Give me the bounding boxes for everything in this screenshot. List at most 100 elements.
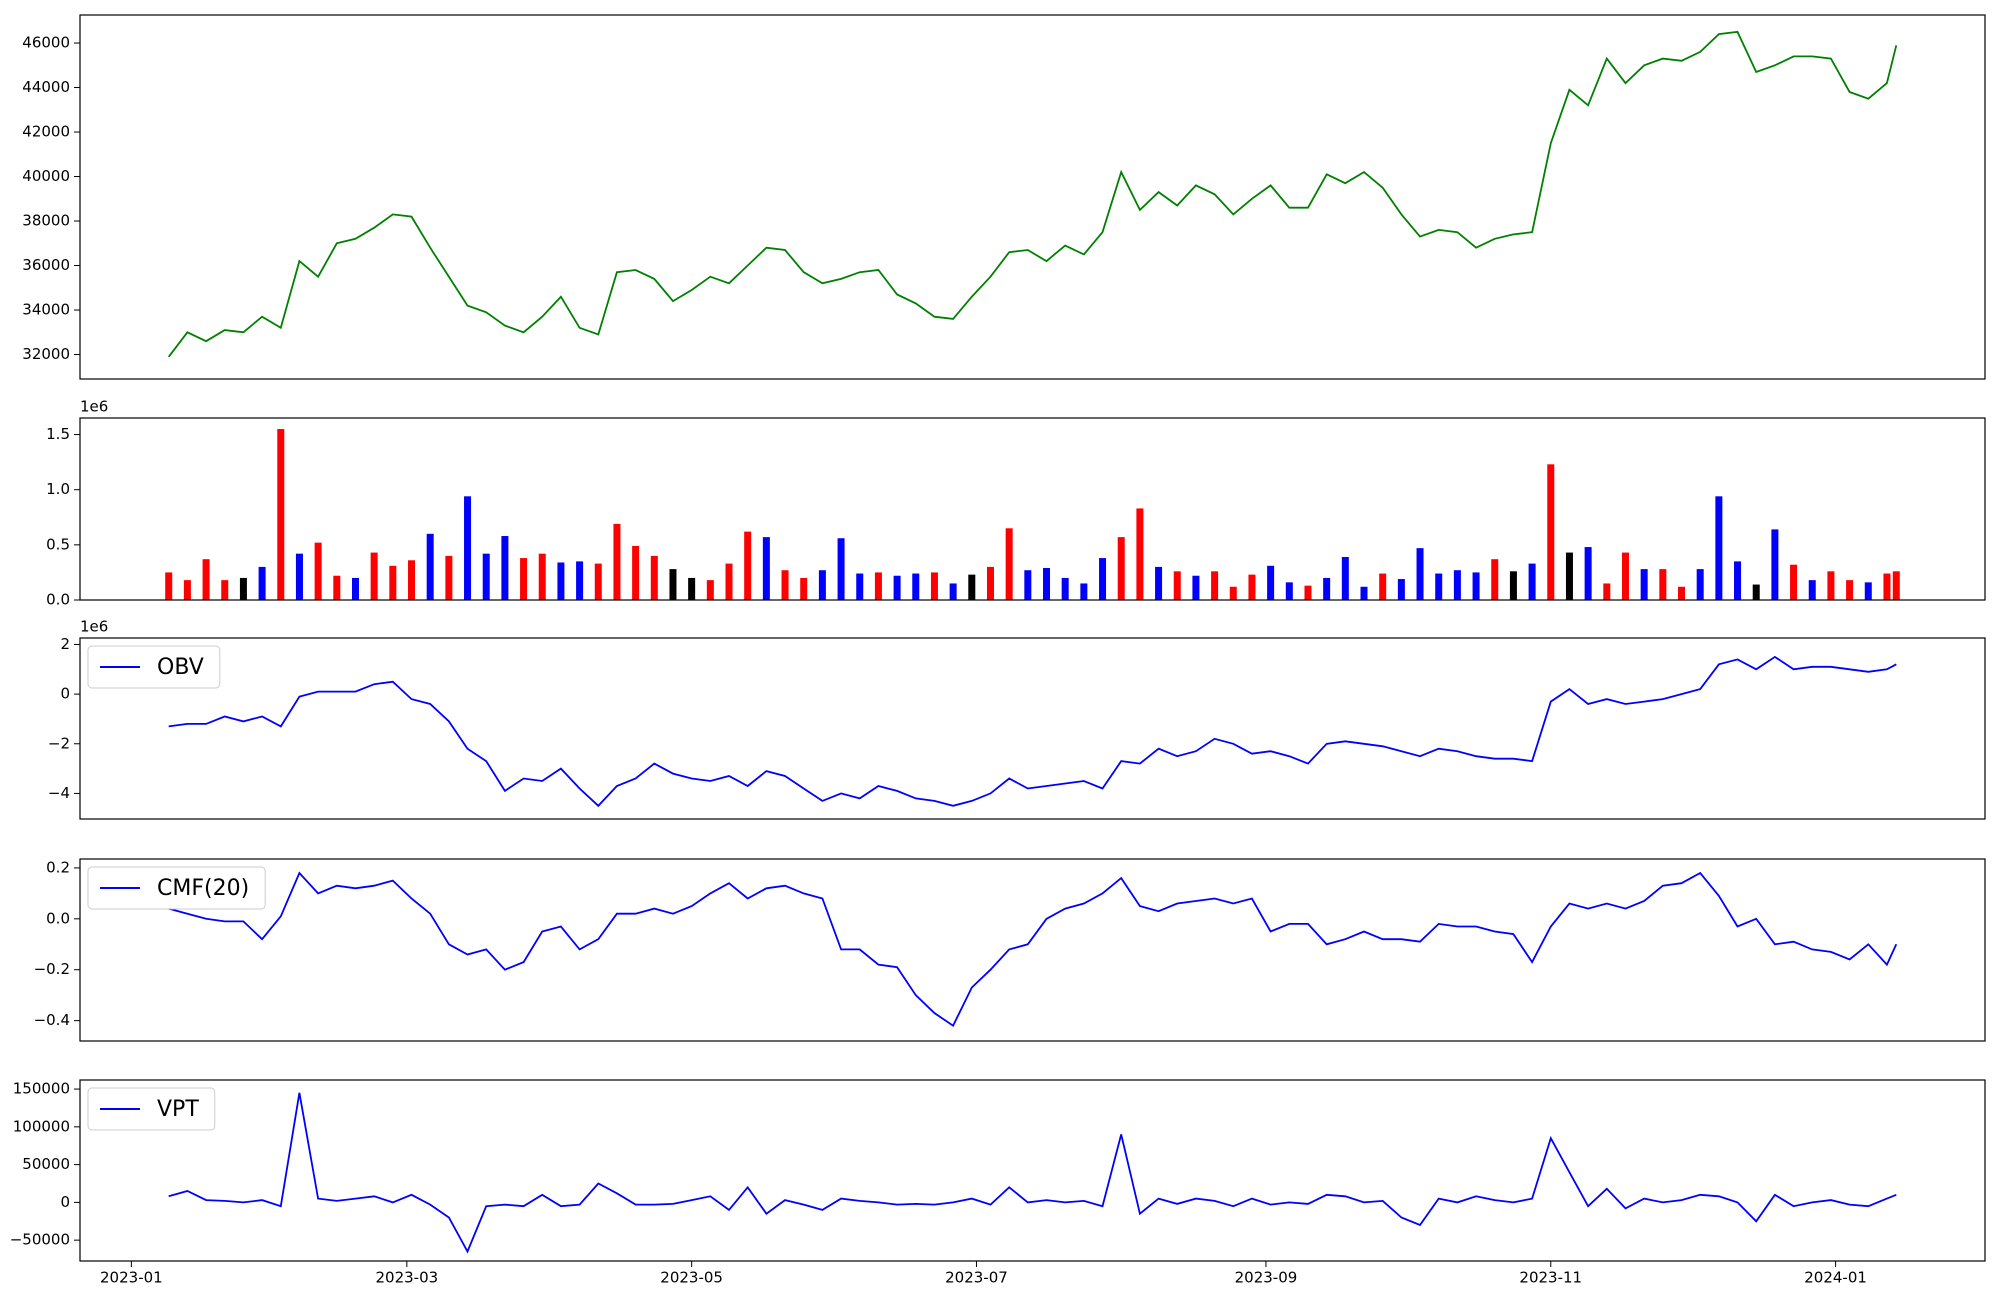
bar — [1509, 571, 1517, 600]
panel: −0.4 −0.2 0.0 0.2 CMF(20) — [34, 858, 1986, 1042]
legend-label: VPT — [157, 1097, 199, 1122]
bar — [949, 583, 957, 600]
bar — [1771, 529, 1779, 600]
bar — [1696, 569, 1704, 600]
bar — [650, 555, 658, 600]
y-tick-label: −50000 — [10, 1231, 70, 1249]
axes-frame — [79, 417, 1986, 601]
y-tick-label: 38000 — [22, 212, 70, 230]
bar — [1080, 583, 1088, 600]
bar — [165, 572, 173, 600]
legend: CMF(20) — [87, 866, 266, 910]
bar — [1304, 585, 1312, 600]
x-tick-label: 2024-01 — [1804, 1269, 1867, 1287]
bar — [1136, 508, 1144, 600]
bar — [725, 563, 733, 600]
y-tick-label: 150000 — [13, 1080, 70, 1098]
y-tick-label: −2 — [48, 734, 70, 752]
bar — [1192, 575, 1200, 600]
bar — [1173, 571, 1181, 600]
bar — [912, 573, 920, 600]
bar — [1323, 577, 1331, 600]
bar — [1453, 570, 1461, 600]
bar — [688, 577, 696, 600]
y-tick-label: −4 — [48, 784, 70, 802]
bar — [874, 572, 882, 600]
bar — [1005, 528, 1013, 600]
bar — [351, 577, 359, 600]
y-tick-label: 36000 — [22, 256, 70, 274]
panel: 32000 34000 36000 38000 40000 42000 44000 46000 — [22, 14, 1986, 380]
x-tick-label: 2023-09 — [1235, 1269, 1298, 1287]
bar — [1397, 579, 1405, 600]
bar — [1155, 566, 1163, 600]
bar — [1416, 548, 1424, 600]
bar — [202, 559, 210, 600]
line — [168, 1092, 1897, 1254]
y-tick-label: 0.2 — [46, 858, 70, 876]
legend-box — [87, 645, 221, 689]
x-tick-label: 2023-01 — [100, 1269, 163, 1287]
y-tick-label: 0.0 — [46, 909, 70, 927]
legend-box — [87, 866, 266, 910]
panel: −4 −2 0 2 1e6 OBV — [48, 618, 1986, 820]
bar — [1892, 571, 1900, 600]
bar — [762, 537, 770, 600]
y-tick-label: 0.5 — [46, 535, 70, 553]
bar — [1808, 580, 1816, 600]
bar — [1379, 573, 1387, 600]
y-tick-label: 0.0 — [46, 591, 70, 609]
bar — [1640, 569, 1648, 600]
x-tick-label: 2023-11 — [1519, 1269, 1582, 1287]
x-tick-label: 2023-03 — [375, 1269, 438, 1287]
bar — [1752, 584, 1760, 600]
bar — [1061, 577, 1069, 600]
axes-frame — [79, 858, 1986, 1042]
bar — [333, 575, 341, 600]
bar — [277, 429, 285, 600]
bar — [1864, 582, 1872, 600]
bar — [426, 533, 434, 600]
y-tick-label: 50000 — [22, 1155, 70, 1173]
line — [168, 871, 1898, 1028]
y-tick-label: 40000 — [22, 167, 70, 185]
y-tick-label: 44000 — [22, 78, 70, 96]
bar — [1565, 552, 1573, 600]
x-tick-label: 2023-07 — [945, 1269, 1008, 1287]
bar — [1341, 556, 1349, 600]
bar — [613, 523, 621, 600]
bar — [501, 536, 509, 600]
axes-frame — [79, 14, 1986, 380]
bar — [295, 553, 303, 600]
bar — [818, 570, 826, 600]
bar — [1099, 558, 1107, 600]
bar — [1285, 582, 1293, 600]
bar — [1603, 583, 1611, 600]
y-tick-label: 42000 — [22, 123, 70, 141]
panel: 0.0 0.5 1.0 1.5 1e6 — [46, 398, 1986, 609]
bar — [389, 565, 397, 600]
bar — [408, 560, 416, 600]
axes-frame — [79, 1079, 1986, 1262]
bar — [1024, 570, 1032, 600]
bar — [1621, 552, 1629, 600]
legend: OBV — [87, 645, 221, 689]
bar — [1790, 564, 1798, 600]
bar — [445, 555, 453, 600]
bar — [632, 545, 640, 600]
bar — [594, 563, 602, 600]
panel: −50000 0 50000 100000 150000 VPT 2023-01 2023-0… — [10, 1079, 1986, 1287]
bar — [893, 575, 901, 600]
bar — [314, 542, 322, 600]
bar — [1846, 580, 1854, 600]
bar — [1117, 537, 1125, 600]
y-tick-label: 0 — [60, 1193, 70, 1211]
x-tick-label: 2023-05 — [660, 1269, 723, 1287]
bar — [239, 577, 247, 600]
line — [167, 30, 1898, 358]
legend-label: OBV — [157, 655, 204, 680]
bar — [669, 569, 677, 600]
y-tick-label: 32000 — [22, 345, 70, 363]
legend-label: CMF(20) — [157, 876, 249, 901]
